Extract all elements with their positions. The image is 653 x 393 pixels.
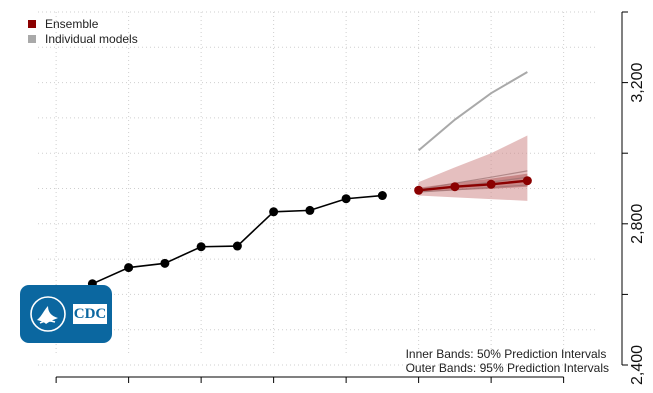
legend-item-individual-models: Individual models bbox=[28, 31, 138, 46]
individual-model-line bbox=[417, 71, 528, 152]
observed-point bbox=[160, 258, 170, 268]
y-tick-label: 2,800 bbox=[629, 204, 646, 244]
observed-point bbox=[269, 207, 279, 217]
cdc-logo-text: CDC bbox=[73, 304, 107, 324]
ensemble-point bbox=[522, 176, 532, 186]
legend-label-ensemble: Ensemble bbox=[45, 16, 99, 31]
observed-point bbox=[377, 191, 387, 201]
individual-model-line bbox=[418, 184, 528, 193]
cdc-logo: CDC bbox=[20, 285, 112, 343]
legend-swatch-ensemble bbox=[28, 19, 36, 28]
grid-lines bbox=[38, 11, 598, 366]
legend: Ensemble Individual models bbox=[28, 16, 138, 46]
observed-point bbox=[341, 194, 351, 204]
observed-point bbox=[305, 205, 315, 215]
interval-notes: Inner Bands: 50% Prediction Intervals Ou… bbox=[406, 347, 609, 375]
ensemble-point bbox=[486, 179, 496, 189]
hhs-eagle-icon bbox=[30, 296, 66, 332]
ensemble-point bbox=[414, 185, 424, 195]
axes: 2,400 2,800 3,200 bbox=[55, 11, 646, 385]
ensemble-series bbox=[414, 176, 532, 195]
ensemble-point bbox=[450, 182, 460, 192]
legend-label-individual-models: Individual models bbox=[45, 31, 138, 46]
y-tick-label: 3,200 bbox=[629, 62, 646, 102]
observed-point bbox=[124, 263, 134, 273]
ensemble-line bbox=[418, 179, 528, 192]
y-tick-label: 2,400 bbox=[629, 345, 646, 385]
individual-model-line bbox=[418, 170, 528, 191]
legend-item-ensemble: Ensemble bbox=[28, 16, 138, 31]
observed-line bbox=[55, 194, 383, 304]
outer-band-note: Outer Bands: 95% Prediction Intervals bbox=[405, 361, 609, 375]
observed-point bbox=[196, 242, 206, 252]
observed-point bbox=[232, 241, 242, 251]
inner-band-note: Inner Bands: 50% Prediction Intervals bbox=[405, 347, 607, 361]
legend-swatch-individual-models bbox=[28, 34, 36, 43]
